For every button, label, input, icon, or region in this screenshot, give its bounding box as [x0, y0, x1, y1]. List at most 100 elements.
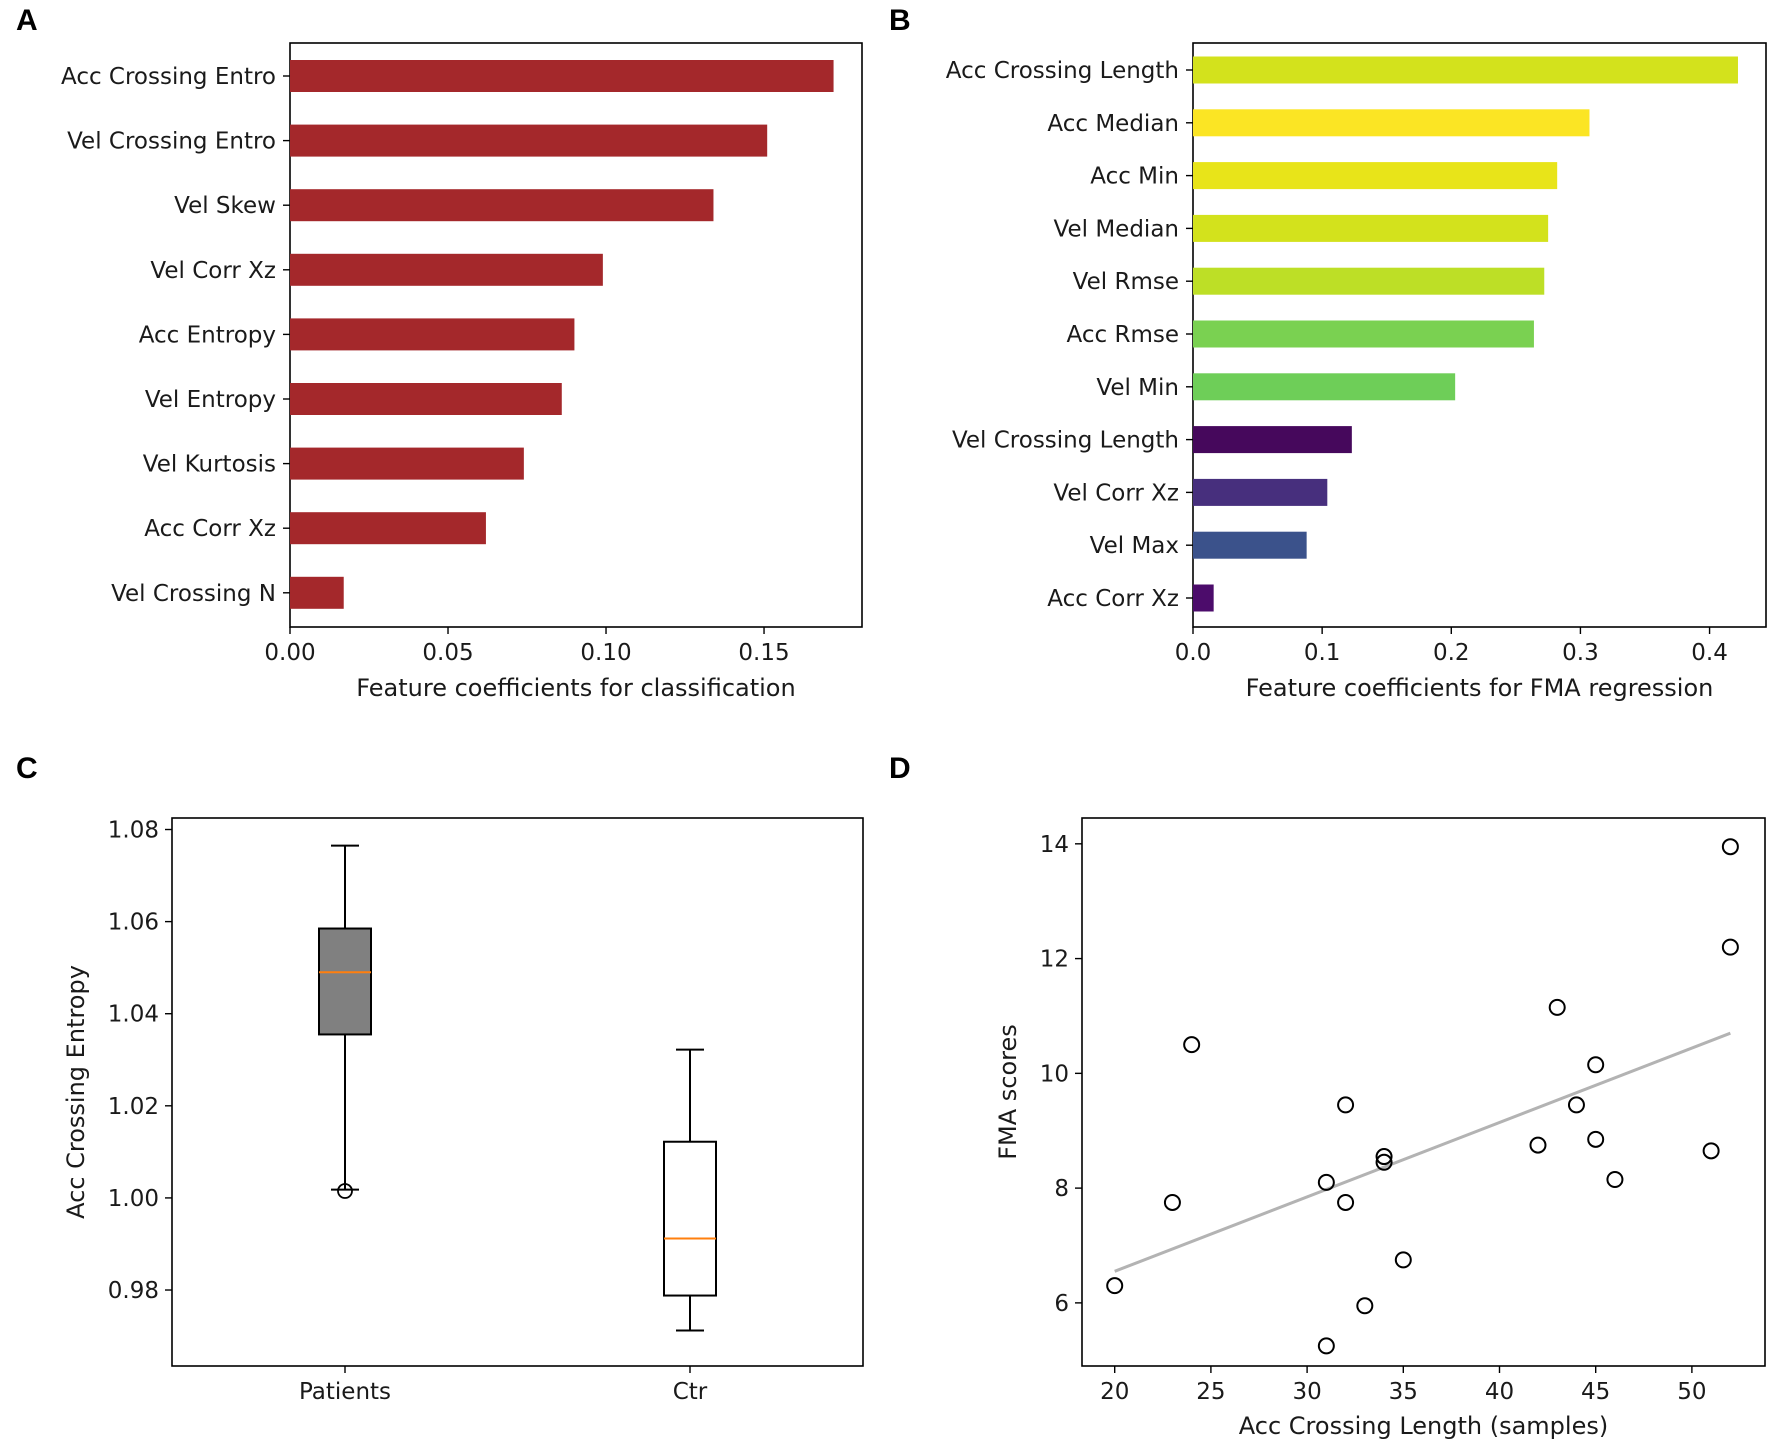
panel-c-y-tick-label: 1.06 — [108, 910, 159, 936]
panel-label-c: C — [16, 752, 38, 785]
panel-a-bar — [290, 60, 834, 92]
panel-b-x-tick-label: 0.1 — [1304, 640, 1341, 666]
panel-a-category-label: Vel Corr Xz — [150, 258, 276, 284]
panel-a-x-axis-label: Feature coefficients for classification — [356, 674, 795, 702]
panel-b-category-label: Acc Min — [1090, 164, 1179, 190]
panel-a-category-label: Acc Entropy — [139, 322, 276, 348]
panel-c-y-axis-label: Acc Crossing Entropy — [62, 965, 90, 1219]
panel-a-category-label: Acc Corr Xz — [144, 516, 276, 542]
panel-b-category-label: Vel Crossing Length — [952, 428, 1179, 454]
panel-d-y-tick-label: 10 — [1040, 1061, 1069, 1087]
panel-a-category-label: Vel Entropy — [145, 387, 276, 413]
panel-a-x-tick-label: 0.15 — [738, 640, 789, 666]
panel-c-box — [663, 1140, 717, 1297]
panel-c-box — [318, 927, 372, 1036]
panel-d-y-tick-label: 6 — [1054, 1291, 1069, 1317]
panel-d-x-tick-label: 50 — [1677, 1379, 1706, 1405]
panel-a-bar — [290, 124, 768, 157]
panel-d-data-point — [1106, 1277, 1124, 1295]
panel-a-category-label: Vel Crossing Entro — [67, 129, 276, 155]
panel-a-x-tick-label: 0.05 — [422, 640, 473, 666]
panel-a-category-label: Vel Skew — [174, 193, 276, 219]
panel-d-data-point — [1394, 1251, 1412, 1269]
panel-d-y-tick-label: 14 — [1040, 832, 1069, 858]
panel-a-bar — [290, 318, 575, 351]
panel-d-data-point — [1375, 1148, 1393, 1166]
panel-d-data-point — [1606, 1171, 1624, 1189]
panel-d-x-tick-label: 25 — [1196, 1379, 1225, 1405]
panel-d-x-tick-label: 20 — [1100, 1379, 1129, 1405]
panel-c-y-tick-label: 0.98 — [108, 1278, 159, 1304]
panel-c-category-label: Patients — [299, 1379, 391, 1405]
panel-d-x-tick-label: 30 — [1292, 1379, 1321, 1405]
panel-a-bar — [290, 253, 603, 286]
panel-c-y-tick-label: 1.08 — [108, 818, 159, 844]
panel-d-data-point — [1356, 1297, 1374, 1315]
panel-b-x-tick-label: 0.4 — [1691, 640, 1728, 666]
panel-d-x-tick-label: 40 — [1485, 1379, 1514, 1405]
panel-b-category-label: Vel Rmse — [1073, 269, 1179, 295]
panel-b-bar — [1193, 584, 1214, 612]
panel-d-data-point — [1721, 938, 1739, 956]
panel-b-bar — [1193, 478, 1328, 506]
panel-b-category-label: Acc Median — [1047, 111, 1179, 137]
panel-b-bar — [1193, 109, 1590, 137]
panel-b-category-label: Vel Median — [1054, 216, 1179, 242]
panel-d-data-point — [1548, 998, 1566, 1016]
panel-d-data-point — [1587, 1056, 1605, 1074]
panel-label-a: A — [16, 4, 38, 37]
panel-b-bar — [1193, 214, 1549, 242]
panel-a-bar — [290, 447, 524, 480]
panel-b-x-tick-label: 0.2 — [1433, 640, 1470, 666]
panel-b-bar — [1193, 56, 1738, 84]
panel-d-data-point — [1529, 1136, 1547, 1154]
panel-c-y-tick-label: 1.02 — [108, 1094, 159, 1120]
panel-b-bar — [1193, 320, 1534, 348]
panel-d-data-point — [1183, 1036, 1201, 1054]
panel-a-bar — [290, 189, 714, 222]
panel-d-data-point — [1163, 1193, 1181, 1211]
panel-c-y-tick-label: 1.00 — [108, 1186, 159, 1212]
panel-d-data-point — [1702, 1142, 1720, 1160]
panel-c-y-tick-label: 1.04 — [108, 1002, 159, 1028]
panel-d-trend-line — [1114, 1031, 1731, 1273]
panel-b-category-label: Vel Corr Xz — [1053, 480, 1179, 506]
panel-d-x-axis-label: Acc Crossing Length (samples) — [1239, 1412, 1608, 1440]
panel-label-d: D — [889, 752, 911, 785]
panel-a-category-label: Vel Crossing N — [111, 581, 276, 607]
panel-b-x-axis-label: Feature coefficients for FMA regression — [1246, 674, 1714, 702]
panel-d-y-tick-label: 12 — [1040, 947, 1069, 973]
panel-b-category-label: Vel Min — [1096, 375, 1179, 401]
panel-b-x-tick-label: 0.3 — [1562, 640, 1599, 666]
panel-d-data-point — [1317, 1173, 1335, 1191]
panel-d-data-point — [1721, 838, 1739, 856]
panel-b-bar — [1193, 162, 1558, 190]
panel-d-data-point — [1317, 1337, 1335, 1355]
panel-b-category-label: Acc Rmse — [1067, 322, 1179, 348]
panel-d-data-point — [1337, 1096, 1355, 1114]
panel-b-bar — [1193, 373, 1456, 401]
panel-b-category-label: Acc Corr Xz — [1047, 586, 1179, 612]
panel-c-axes-frame — [171, 817, 864, 1367]
panel-b-category-label: Vel Max — [1090, 533, 1179, 559]
panel-b-bar-chart: Acc Crossing Length Acc Median Acc Min Vel … — [946, 42, 1767, 702]
panel-c-box-plot: 0.98 1.00 1.02 1.04 1.06 1.08 Patients Ctr Acc C… — [62, 817, 864, 1405]
panel-d-axes-frame — [1081, 817, 1766, 1367]
panel-d-data-point — [1567, 1096, 1585, 1114]
panel-a-category-label: Vel Kurtosis — [143, 452, 276, 478]
panel-b-bar — [1193, 267, 1545, 295]
panel-a-bar — [290, 576, 344, 609]
panel-d-data-point — [1337, 1193, 1355, 1211]
panel-a-bar — [290, 383, 562, 415]
panel-d-x-tick-label: 35 — [1389, 1379, 1418, 1405]
panel-b-bar — [1193, 426, 1352, 454]
panel-a-bar-chart: Acc Crossing Entro Vel Crossing Entro Vel … — [61, 42, 863, 702]
panel-d-scatter-plot: 20 25 30 35 40 45 50 6 8 10 12 14 Acc Crossing Lengt… — [994, 817, 1766, 1440]
panel-a-x-tick-label: 0.00 — [264, 640, 315, 666]
panel-c-outlier-point — [337, 1183, 353, 1199]
panel-c-category-label: Ctr — [673, 1379, 708, 1405]
panel-d-y-axis-label: FMA scores — [994, 1024, 1022, 1160]
panel-a-x-tick-label: 0.10 — [580, 640, 631, 666]
panel-d-y-tick-label: 8 — [1054, 1176, 1069, 1202]
panel-a-category-label: Acc Crossing Entro — [61, 64, 276, 90]
